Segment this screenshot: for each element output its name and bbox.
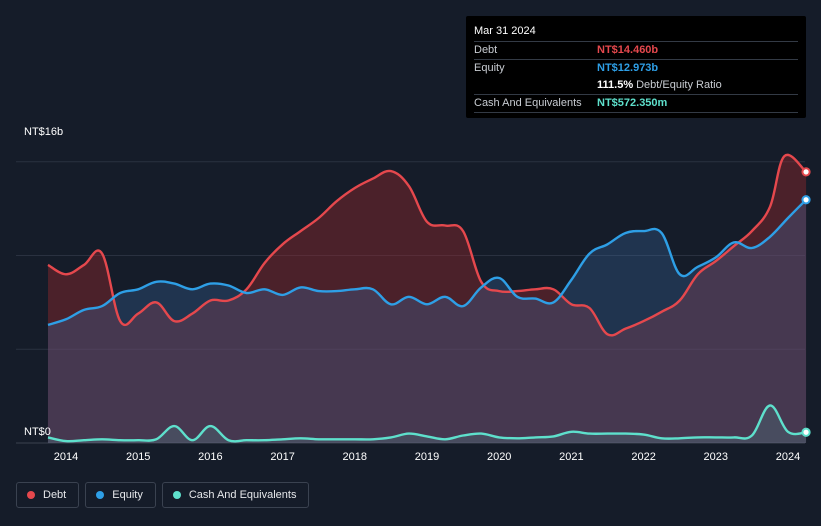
tooltip-equity-label: Equity <box>474 62 505 74</box>
equity-end-marker <box>801 195 811 205</box>
x-tick-label: 2020 <box>487 451 511 463</box>
legend-equity-label: Equity <box>112 489 143 501</box>
cash-end-marker <box>801 427 811 437</box>
x-tick-label: 2021 <box>559 451 583 463</box>
equity-dot-icon <box>96 491 105 499</box>
tooltip-debt-row: Debt NT$14.460b <box>474 42 798 60</box>
legend-debt-label: Debt <box>43 489 67 501</box>
chart-lines <box>47 153 807 443</box>
x-tick-label: 2023 <box>704 451 728 463</box>
debt-end-marker <box>801 167 811 177</box>
chart-areas <box>47 154 807 443</box>
x-tick-label: 2017 <box>270 451 294 463</box>
tooltip-debt-label: Debt <box>474 44 498 56</box>
cash-line <box>47 404 807 443</box>
tooltip-cash-label: Cash And Equivalents <box>474 97 582 109</box>
x-axis-ticks: 2014 2015 2016 2017 2018 2019 2020 2021 2022 2023… <box>54 451 800 463</box>
x-tick-label: 2015 <box>126 451 150 463</box>
x-tick-label: 2014 <box>54 451 78 463</box>
x-tick-label: 2019 <box>415 451 439 463</box>
chart-legend: Debt Equity Cash And Equivalents <box>16 482 310 508</box>
chart-end-markers <box>801 167 811 437</box>
cash-dot-icon <box>172 491 181 499</box>
tooltip-debt-value: NT$14.460b <box>597 44 659 56</box>
y-axis-top-label: NT$16b <box>24 126 63 138</box>
x-tick-label: 2018 <box>343 451 367 463</box>
equity-area <box>47 199 807 443</box>
tooltip-equity-value: NT$12.973b <box>597 62 659 74</box>
legend-item-debt[interactable]: Debt <box>16 482 80 508</box>
x-tick-label: 2022 <box>631 451 655 463</box>
tooltip-cash-row: Cash And Equivalents NT$572.350m <box>474 95 798 113</box>
legend-item-cash[interactable]: Cash And Equivalents <box>161 482 310 508</box>
tooltip-date: Mar 31 2024 <box>474 24 798 42</box>
x-tick-label: 2024 <box>776 451 800 463</box>
data-tooltip: Mar 31 2024 Debt NT$14.460b Equity NT$12… <box>466 16 806 118</box>
tooltip-ratio-label: Debt/Equity Ratio <box>636 79 722 91</box>
tooltip-ratio-row: 111.5% Debt/Equity Ratio <box>474 77 798 95</box>
debt-area <box>47 154 807 443</box>
chart-gridlines <box>16 161 805 444</box>
tooltip-cash-value: NT$572.350m <box>597 97 668 109</box>
tooltip-ratio-value: 111.5% <box>597 79 634 91</box>
equity-line <box>47 198 807 327</box>
y-axis-bottom-label: NT$0 <box>24 426 51 438</box>
tooltip-equity-row: Equity NT$12.973b <box>474 60 798 77</box>
legend-item-equity[interactable]: Equity <box>85 482 156 508</box>
x-tick-label: 2016 <box>198 451 222 463</box>
legend-cash-label: Cash And Equivalents <box>188 489 297 501</box>
debt-line <box>47 153 807 337</box>
debt-dot-icon <box>27 491 35 499</box>
